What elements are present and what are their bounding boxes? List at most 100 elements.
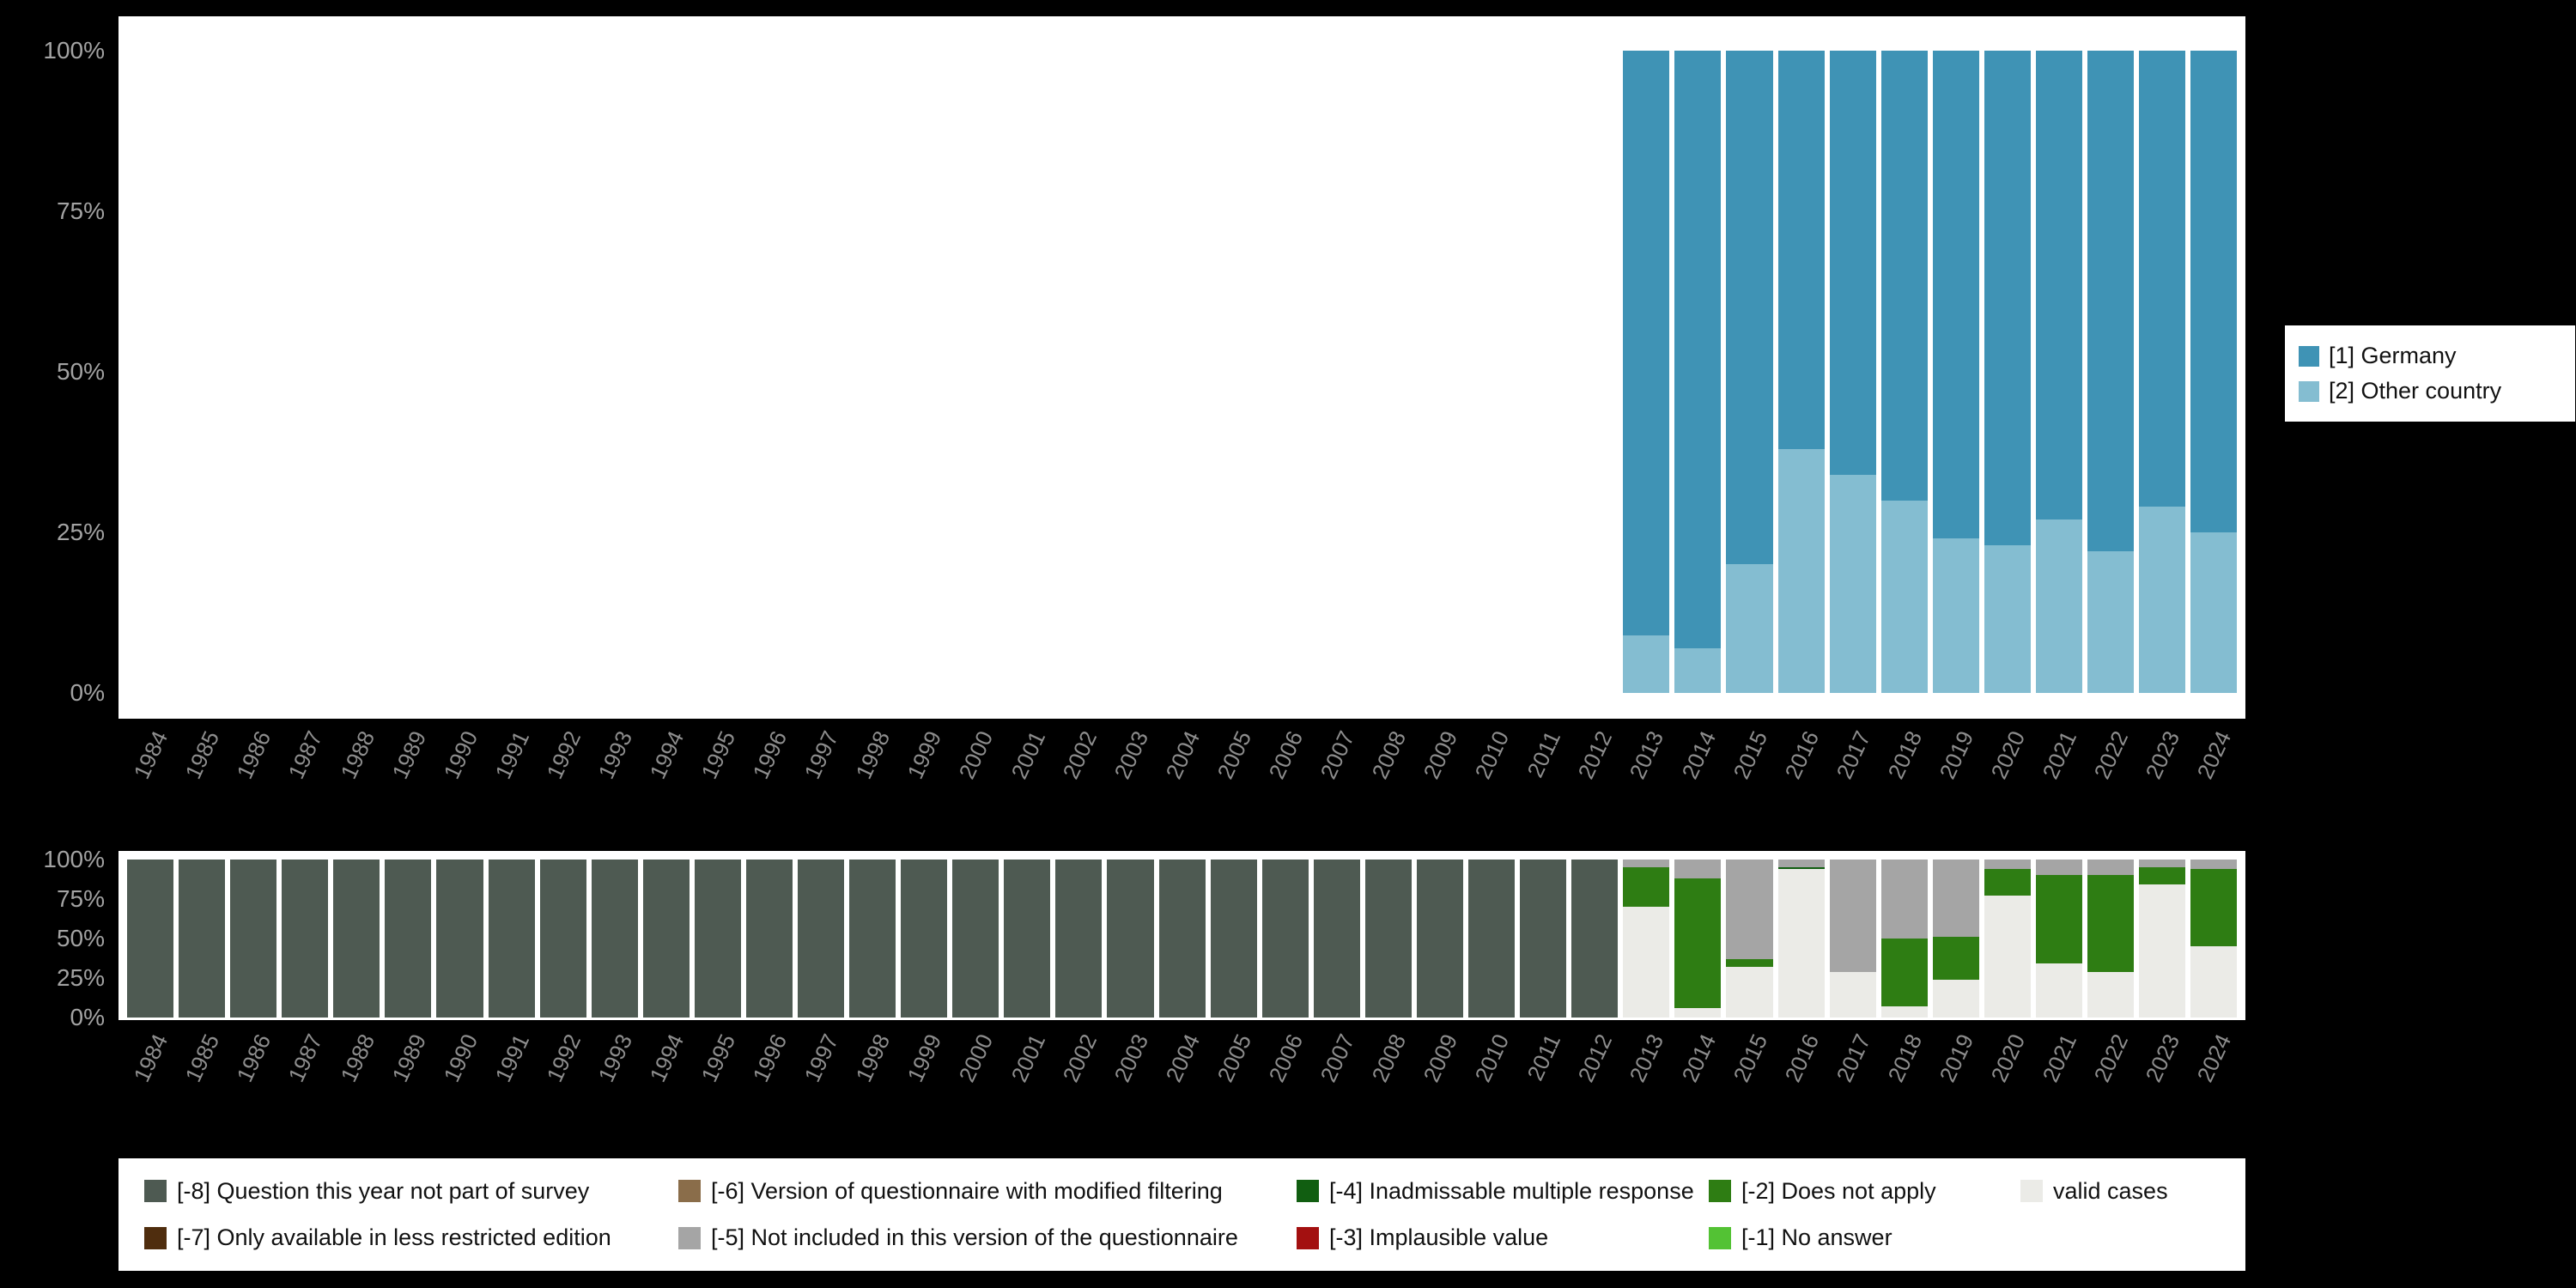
bar-segment <box>1416 860 1464 1018</box>
year-label: 1998 <box>850 726 896 783</box>
year-label: 2011 <box>1522 726 1566 781</box>
year-label: 2018 <box>1882 726 1927 783</box>
bar-2012 <box>1571 860 1619 1018</box>
year-slot: 1986 <box>228 1027 279 1134</box>
year-label: 2005 <box>1212 1030 1256 1086</box>
bar-segment <box>2139 51 2186 507</box>
bar-segment <box>1726 958 1773 968</box>
y-tick-label: 50% <box>56 925 105 951</box>
year-slot: 2020 <box>1982 724 2033 831</box>
bar-segment <box>1364 860 1412 1018</box>
bar-2006 <box>1262 51 1309 693</box>
bar-2024 <box>2190 51 2238 693</box>
year-slot: 2002 <box>1053 1027 1104 1134</box>
year-slot: 1984 <box>125 1027 176 1134</box>
year-label: 2010 <box>1469 1030 1515 1086</box>
bar-2018 <box>1880 51 1928 693</box>
bar-segment <box>1726 564 1773 693</box>
minus1-swatch-icon <box>1709 1226 1731 1249</box>
bar-segment <box>2087 551 2135 693</box>
year-slot: 2005 <box>1208 724 1260 831</box>
minus3-swatch-icon <box>1297 1226 1319 1249</box>
bar-segment <box>2139 884 2186 1018</box>
year-label: 1996 <box>747 1030 793 1086</box>
year-label: 2016 <box>1779 726 1824 783</box>
year-slot: 1995 <box>692 1027 744 1134</box>
bar-segment <box>1623 867 1670 908</box>
bar-2020 <box>1984 51 2031 693</box>
year-label: 1995 <box>696 726 741 783</box>
bar-2015 <box>1726 51 1773 693</box>
bar-segment <box>179 860 226 1018</box>
year-slot: 2008 <box>1363 1027 1414 1134</box>
bar-segment <box>2190 946 2238 1018</box>
year-label: 2000 <box>953 726 999 783</box>
bar-segment <box>1932 860 1979 938</box>
legend-label-germany: [1] Germany <box>2329 343 2457 368</box>
bar-2012 <box>1571 51 1618 693</box>
year-slot: 2017 <box>1827 1027 1879 1134</box>
year-label: 2024 <box>2191 1030 2237 1086</box>
bar-1987 <box>282 860 329 1018</box>
legend-item-other-country: [2] Other country <box>2299 378 2561 404</box>
bar-segment <box>1984 51 2031 545</box>
year-slot: 2013 <box>1620 724 1672 831</box>
year-label: 2014 <box>1676 726 1721 783</box>
bar-segment <box>127 860 174 1018</box>
year-label: 1999 <box>902 1030 947 1086</box>
year-label: 2020 <box>1985 726 2031 783</box>
bottom-chart-x-axis: 1984 1985 1986 1987 1988 1989 1990 1991 1992 1993… <box>125 1027 2239 1134</box>
year-slot: 2011 <box>1517 1027 1569 1134</box>
bar-2016 <box>1777 860 1825 1018</box>
year-slot: 1991 <box>486 724 538 831</box>
top-chart-x-axis: 1984 1985 1986 1987 1988 1989 1990 1991 1992 1993… <box>125 724 2239 831</box>
year-slot: 1990 <box>434 724 485 831</box>
bar-segment <box>2139 860 2186 868</box>
year-slot: 2018 <box>1879 724 1930 831</box>
year-label: 1991 <box>489 1030 534 1086</box>
year-label: 1994 <box>644 1030 690 1086</box>
legend-item-minus3: [-3] Implausible value <box>1297 1224 1709 1251</box>
bar-1994 <box>642 860 690 1018</box>
year-label: 2019 <box>1934 1030 1979 1086</box>
bar-2013 <box>1623 51 1670 693</box>
year-slot: 2010 <box>1466 724 1517 831</box>
bar-1999 <box>901 51 947 693</box>
bar-segment <box>1777 867 1825 870</box>
minus6-swatch-icon <box>678 1180 701 1203</box>
year-slot: 2009 <box>1414 1027 1466 1134</box>
year-label: 1998 <box>850 1030 896 1086</box>
bar-segment <box>1623 860 1670 868</box>
legend-item-minus7: [-7] Only available in less restricted e… <box>144 1224 678 1251</box>
year-label: 1993 <box>592 1030 638 1086</box>
year-slot: 1989 <box>382 1027 434 1134</box>
bar-2005 <box>1211 51 1257 693</box>
bar-1989 <box>385 860 432 1018</box>
bar-1993 <box>591 860 638 1018</box>
bar-segment <box>539 860 586 1018</box>
year-slot: 2023 <box>2136 1027 2188 1134</box>
year-label: 1990 <box>438 726 483 783</box>
legend-item-minus4: [-4] Inadmissable multiple response <box>1297 1178 1709 1205</box>
minus5-swatch-icon <box>678 1226 701 1249</box>
valid-cases-swatch-icon <box>2020 1180 2043 1203</box>
year-label: 2004 <box>1160 1030 1205 1086</box>
year-slot: 2003 <box>1104 724 1156 831</box>
year-label: 1988 <box>335 1030 380 1086</box>
year-label: 1991 <box>489 726 534 783</box>
bar-2014 <box>1674 51 1722 693</box>
bar-segment <box>745 860 793 1018</box>
year-slot: 1997 <box>795 1027 847 1134</box>
year-slot: 1999 <box>898 1027 950 1134</box>
year-slot: 2001 <box>1001 1027 1053 1134</box>
year-slot: 2022 <box>2085 724 2136 831</box>
year-label: 2024 <box>2191 726 2237 783</box>
minus2-swatch-icon <box>1709 1180 1731 1203</box>
year-slot: 1986 <box>228 724 279 831</box>
bar-segment <box>1623 51 1670 635</box>
bar-2019 <box>1932 51 1979 693</box>
year-label: 2009 <box>1418 1030 1463 1086</box>
bar-2018 <box>1880 860 1928 1018</box>
year-slot: 2008 <box>1363 724 1414 831</box>
